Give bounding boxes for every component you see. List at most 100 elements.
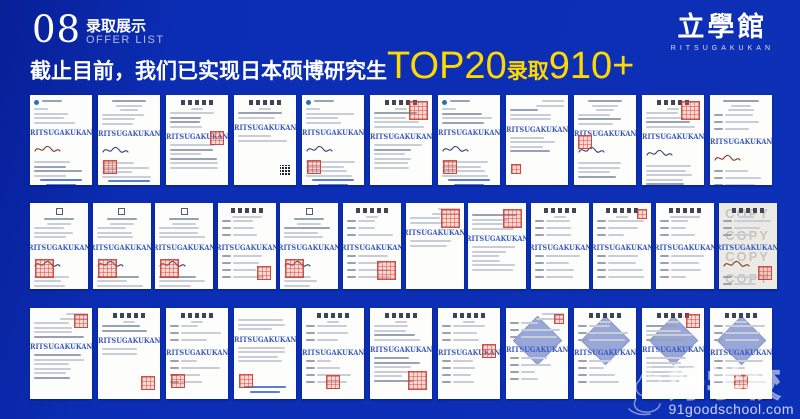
footer-links: [442, 179, 496, 185]
text-line: [714, 360, 723, 362]
field-row: [170, 367, 224, 372]
offer-document-thumbnail: RITSUGAKUKAN: [593, 203, 652, 289]
kanji-glyph: [406, 313, 410, 318]
institution-crest: [180, 208, 188, 215]
kanji-glyph: [543, 208, 548, 213]
text-line: [725, 332, 760, 334]
footer-links: [34, 179, 88, 185]
document-content: RITSUGAKUKAN: [98, 308, 160, 399]
kanji-title: [606, 208, 639, 213]
kanji-glyph: [613, 208, 618, 213]
text-line: [170, 367, 179, 369]
red-seal-stamp: [285, 259, 305, 278]
kanji-glyph: [195, 100, 199, 105]
ritsugakukan-watermark: RITSUGAKUKAN: [280, 242, 339, 252]
text-line: [96, 280, 127, 282]
kanji-glyph: [596, 313, 600, 318]
document-content: RITSUGAKUKAN: [93, 203, 151, 289]
text-line: [608, 227, 639, 229]
kanji-glyph: [606, 208, 611, 213]
text-line: [170, 121, 200, 123]
text-line: [659, 255, 669, 257]
text-line: [646, 375, 687, 377]
document-content: RITSUGAKUKAN: [574, 95, 636, 185]
ritsugakukan-watermark: RITSUGAKUKAN: [718, 243, 777, 252]
kanji-glyph: [675, 208, 680, 213]
text-line: [545, 234, 571, 236]
kanji-glyph: [230, 208, 235, 213]
ritsugakukan-watermark: RITSUGAKUKAN: [574, 348, 636, 357]
offer-document-thumbnail: RITSUGAKUKAN: [302, 308, 364, 399]
text-line: [578, 367, 587, 369]
text-line: [714, 325, 723, 327]
field-row: [510, 371, 564, 376]
red-seal-stamp: [681, 101, 700, 120]
field-row: [510, 357, 564, 362]
kanji-glyph: [406, 100, 410, 105]
kanji-glyph: [120, 313, 124, 318]
text-line: [170, 339, 179, 341]
text-line: [123, 320, 135, 323]
field-row: [510, 378, 564, 383]
text-line: [453, 374, 471, 376]
kanji-title: [453, 313, 485, 318]
ritsugakukan-watermark: RITSUGAKUKAN: [234, 123, 296, 132]
text-line: [646, 125, 695, 128]
text-line: [409, 244, 447, 247]
document-content: RITSUGAKUKAN: [642, 95, 704, 185]
red-seal-stamp: [440, 209, 460, 228]
text-line: [510, 150, 550, 152]
field-row: [170, 332, 224, 337]
qr-code: [280, 165, 291, 176]
offer-document-thumbnail: RITSUGAKUKAN: [280, 203, 339, 289]
field-row: [534, 269, 585, 274]
kanji-title: [657, 313, 689, 318]
section-title-cn: 录取展示: [86, 18, 147, 35]
field-row: [221, 220, 272, 225]
text-line: [545, 220, 570, 222]
text-line: [442, 360, 451, 362]
text-line: [34, 117, 64, 119]
text-line: [722, 283, 732, 285]
text-line: [238, 319, 283, 321]
field-row: [442, 367, 496, 372]
field-row: [221, 234, 272, 239]
offer-document-thumbnail: RITSUGAKUKAN: [438, 308, 500, 399]
text-line: [346, 234, 356, 236]
text-line: [646, 370, 682, 373]
section-title-en: OFFER LIST: [86, 34, 165, 46]
text-line: [646, 379, 680, 382]
text-line: [578, 374, 587, 376]
kanji-title: [230, 208, 263, 213]
text-line: [181, 381, 202, 383]
ritsugakukan-watermark: RITSUGAKUKAN: [370, 345, 432, 354]
text-line: [170, 162, 218, 164]
text-line: [597, 234, 607, 236]
kanji-glyph: [202, 100, 206, 105]
field-row: [578, 381, 632, 386]
text-line: [723, 100, 759, 102]
text-line: [545, 276, 573, 278]
red-seal-stamp: [376, 261, 396, 280]
text-line: [102, 166, 149, 169]
text-line: [725, 381, 766, 383]
kanji-glyph: [685, 313, 689, 318]
text-line: [172, 222, 197, 225]
red-seal-stamp: [74, 314, 88, 328]
text-line: [96, 231, 132, 234]
document-content: RITSUGAKUKAN: [343, 203, 401, 289]
text-line: [588, 100, 622, 102]
kanji-glyph: [331, 313, 335, 318]
field-row: [534, 234, 585, 239]
text-line: [646, 361, 681, 364]
kanji-glyph: [634, 208, 639, 213]
kanji-glyph: [270, 100, 274, 105]
text-line: [159, 280, 206, 282]
text-line: [453, 381, 474, 383]
text-line: [181, 339, 207, 341]
field-row: [659, 255, 710, 260]
field-row: [221, 276, 272, 281]
field-row: [221, 262, 272, 267]
text-line: [670, 220, 688, 222]
field-row: [714, 325, 768, 330]
